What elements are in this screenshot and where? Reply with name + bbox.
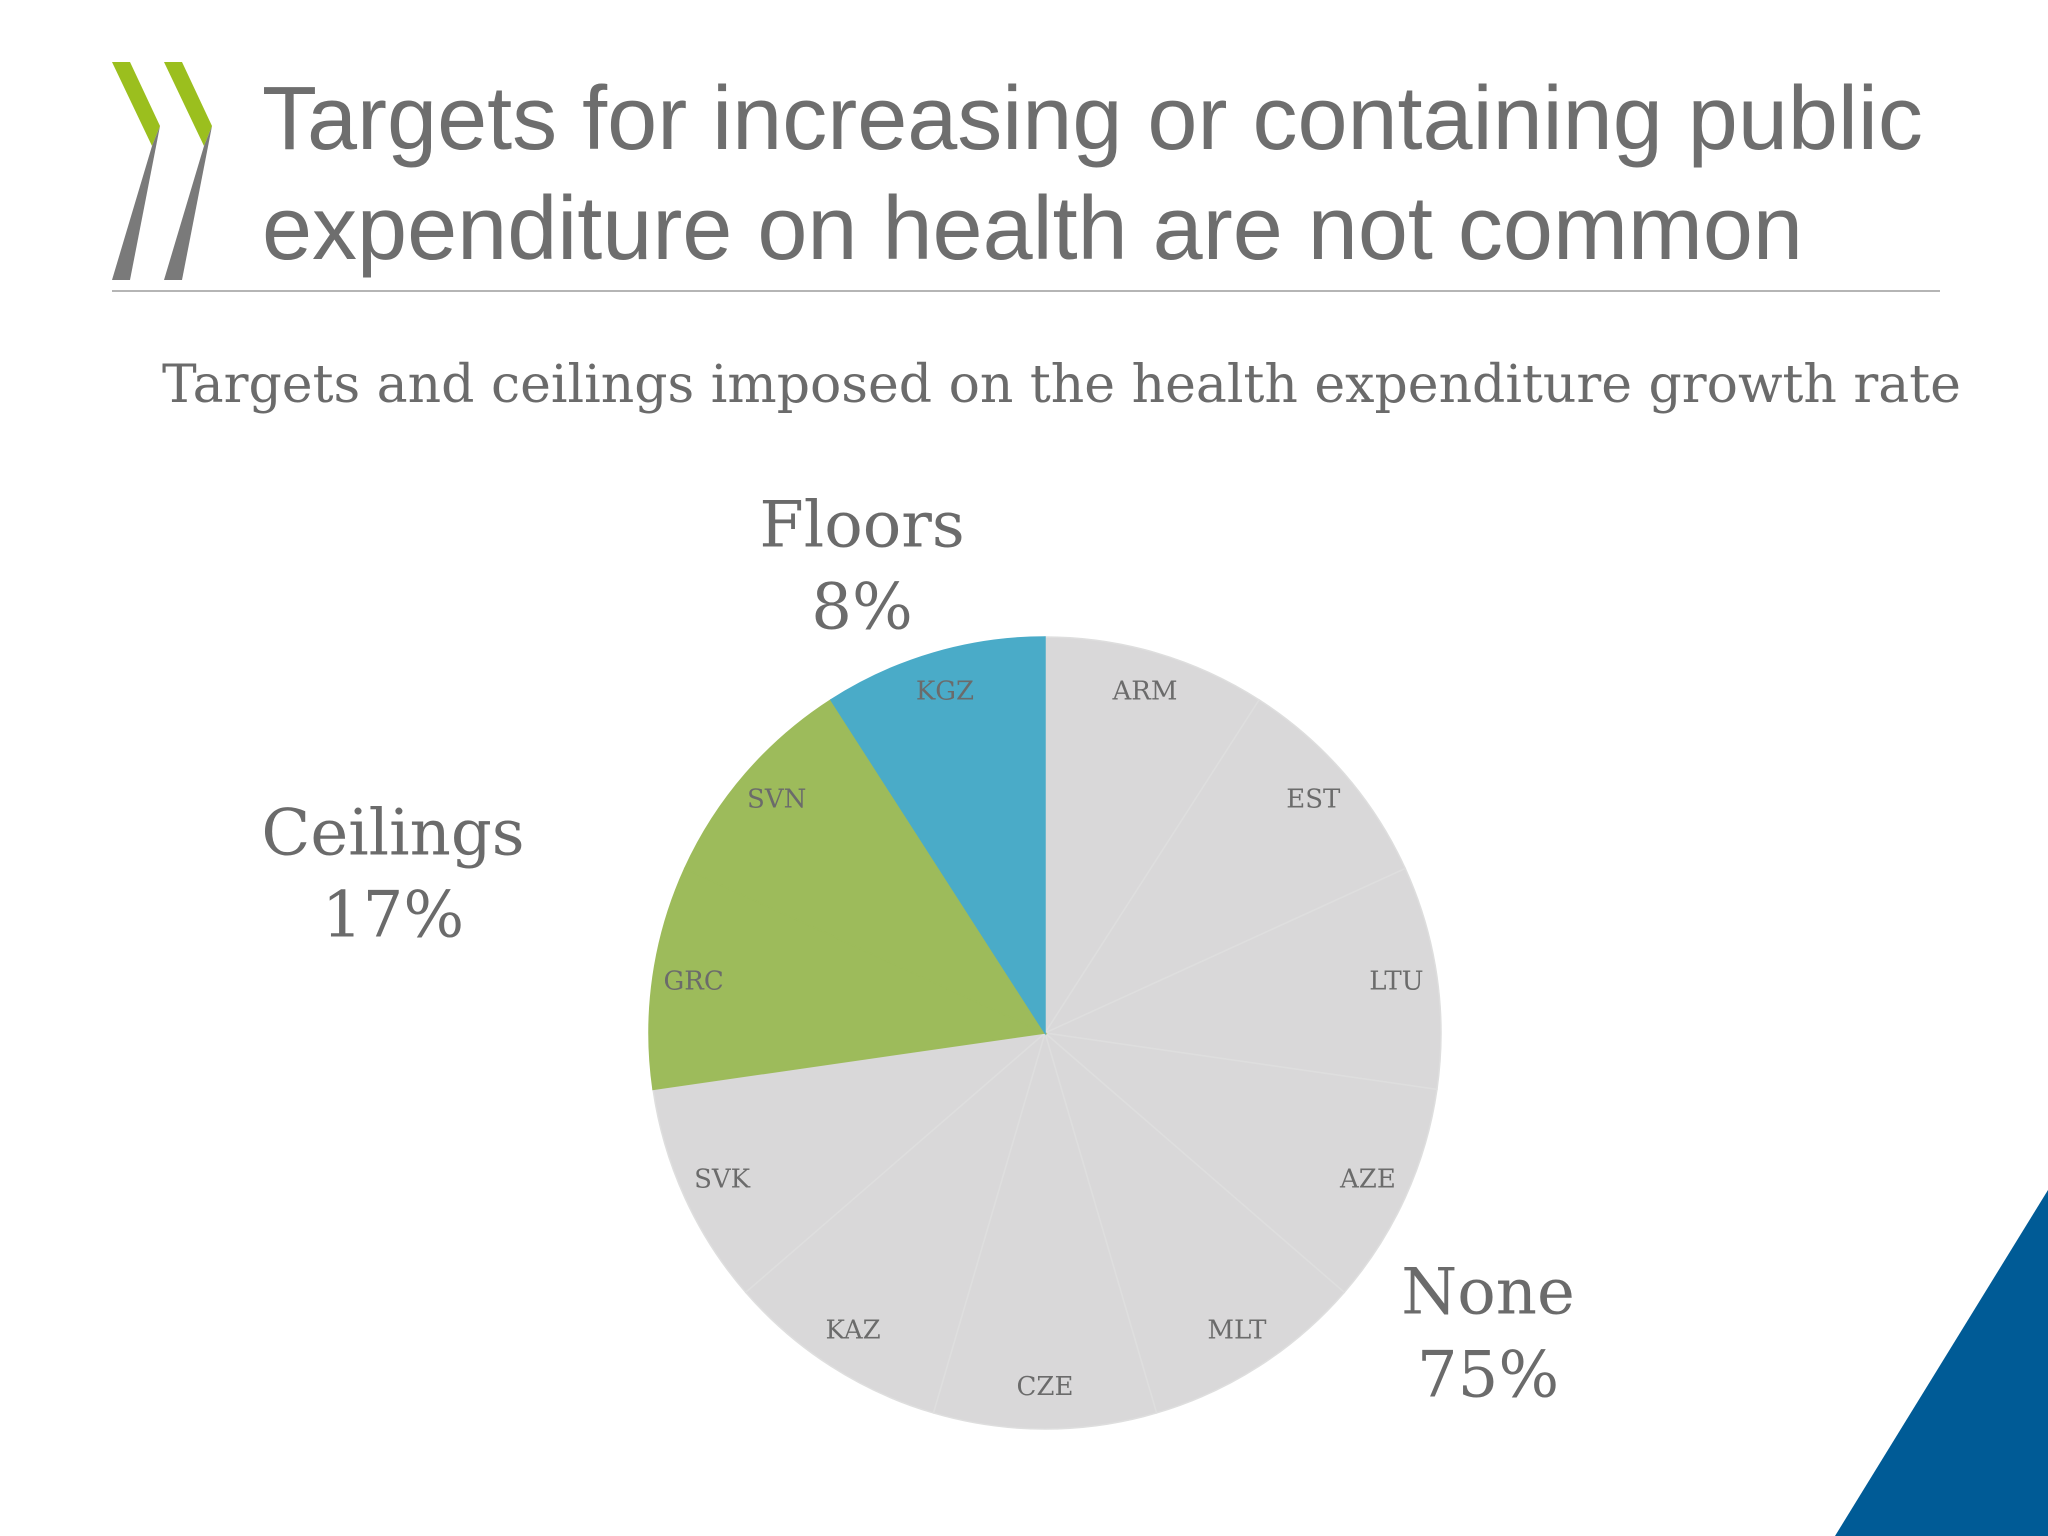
oecd-logo-icon (112, 62, 212, 280)
group-label-floors: Floors (759, 489, 964, 563)
pie-slice-aze (1042, 1031, 1438, 1294)
group-percent-none: 75% (1417, 1339, 1559, 1413)
pie-slice-ltu (1042, 867, 1442, 1091)
group-label-none: None (1401, 1256, 1575, 1330)
pie-slice-kgz (829, 636, 1046, 1036)
pie-slice-svk (652, 1031, 1048, 1294)
slice-label-aze: AZE (1339, 1165, 1396, 1195)
pie-slice-kaz (744, 1030, 1047, 1414)
slide-title: Targets for increasing or containing pub… (262, 64, 1982, 284)
slide-title-line-2: expenditure on health are not common (262, 179, 1803, 279)
slice-label-grc: GRC (663, 967, 723, 997)
title-divider (112, 290, 1940, 292)
pie-slice-est (1042, 698, 1407, 1035)
slice-label-svn: SVN (747, 785, 806, 815)
pie-slice-mlt (1043, 1030, 1346, 1414)
pie-slice-grc (648, 867, 1048, 1091)
slice-label-ltu: LTU (1369, 967, 1423, 997)
slice-label-arm: ARM (1112, 676, 1178, 706)
chart-title: Targets and ceilings imposed on the heal… (162, 355, 1961, 415)
pie-slice-svn (683, 698, 1048, 1035)
slice-label-est: EST (1286, 785, 1341, 815)
group-label-ceilings: Ceilings (261, 797, 524, 871)
pie-slice-cze (932, 1030, 1158, 1430)
slice-label-kaz: KAZ (825, 1316, 880, 1346)
slide-title-line-1: Targets for increasing or containing pub… (262, 69, 1923, 169)
slice-label-svk: SVK (694, 1165, 751, 1195)
group-percent-ceilings: 17% (322, 879, 464, 953)
group-percent-floors: 8% (811, 571, 913, 645)
slice-label-mlt: MLT (1207, 1316, 1267, 1346)
slice-label-cze: CZE (1017, 1372, 1074, 1402)
slice-label-kgz: KGZ (916, 676, 974, 706)
pie-slice-arm (1044, 636, 1261, 1036)
